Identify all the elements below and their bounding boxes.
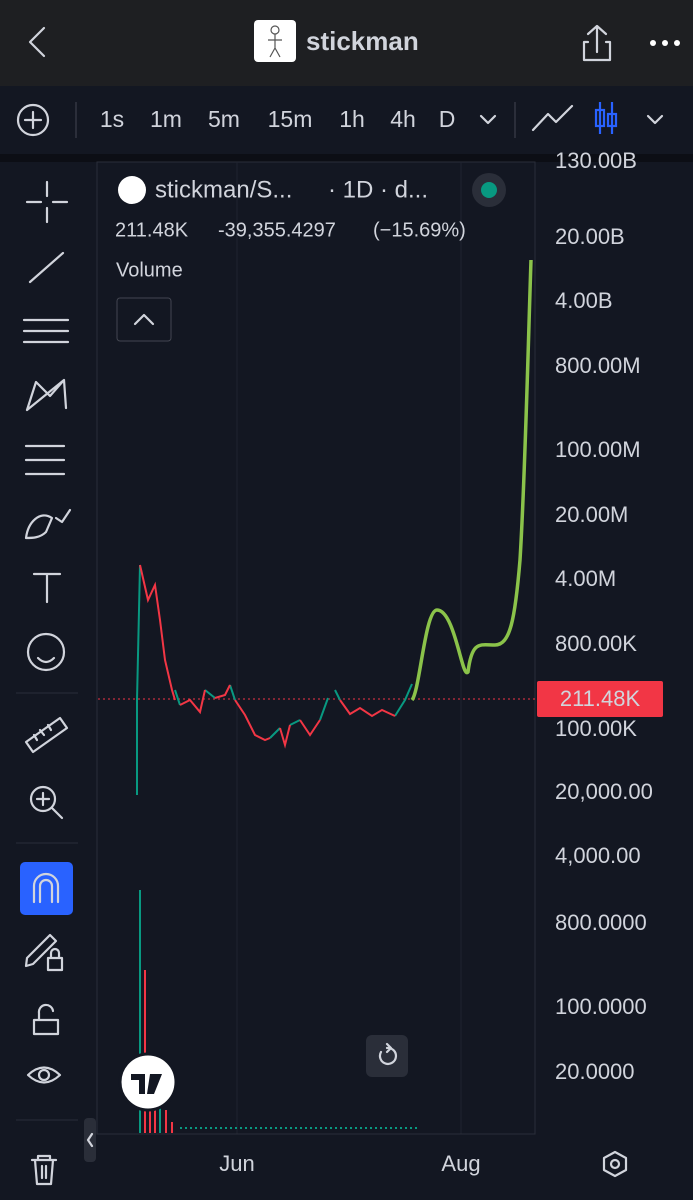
more-button[interactable] — [650, 40, 680, 46]
visibility-tool[interactable] — [26, 1066, 62, 1084]
reset-button[interactable] — [366, 1035, 408, 1077]
add-symbol-plus — [23, 110, 43, 130]
price-axis-label: 130.00B — [555, 148, 637, 173]
settings-button[interactable] — [602, 1150, 628, 1178]
collapse-icon — [133, 313, 155, 326]
current-price-badge — [537, 681, 663, 717]
indicator-label: Volume — [116, 259, 183, 281]
back-button[interactable] — [28, 26, 46, 58]
legend-price: 211.48K — [115, 219, 189, 241]
line-chart-icon[interactable] — [531, 104, 574, 132]
price-axis-label: 20,000.00 — [555, 779, 653, 804]
interval-button[interactable]: 1s — [100, 106, 124, 132]
emoji-tool[interactable] — [26, 632, 66, 672]
prediction-tool[interactable] — [24, 444, 66, 476]
interval-button[interactable]: 15m — [268, 106, 313, 132]
unlock-tool[interactable] — [32, 1003, 60, 1036]
avatar-stickman — [268, 25, 282, 58]
candle-chart-icon[interactable] — [594, 102, 618, 134]
fib-tool[interactable] — [22, 318, 70, 344]
price-axis-label: 20.0000 — [555, 1059, 635, 1084]
time-axis-label: Jun — [219, 1151, 254, 1176]
interval-button[interactable]: 1h — [339, 106, 365, 132]
price-axis-label: 100.00M — [555, 437, 641, 462]
trendline-tool[interactable] — [28, 251, 65, 284]
eye-pupil — [37, 1068, 51, 1082]
toolbar — [0, 86, 693, 154]
legend-interval: · 1D · d... — [328, 176, 428, 203]
zoom-icon — [35, 791, 64, 820]
header-title: stickman — [306, 26, 419, 56]
interval-button[interactable]: 5m — [208, 106, 240, 132]
price-axis-label: 20.00M — [555, 502, 628, 527]
legend-change: -39,355.4297 — [218, 219, 336, 241]
status-dot — [481, 182, 497, 198]
collapse-handle[interactable] — [84, 1118, 96, 1162]
collapse-indicators[interactable] — [116, 297, 172, 342]
price-axis-label: 20.00B — [555, 224, 625, 249]
lock-drawing-tool[interactable] — [24, 933, 64, 972]
price-axis-label: 800.00M — [555, 353, 641, 378]
tradingview-logo[interactable] — [118, 1052, 178, 1112]
header-bar — [0, 0, 693, 86]
separator — [0, 154, 693, 162]
magnet-tool[interactable] — [20, 862, 73, 915]
tradingview-mark — [131, 1074, 162, 1094]
time-axis-label: Aug — [441, 1151, 480, 1176]
candles — [136, 564, 413, 795]
emoji-smile — [36, 656, 56, 664]
price-axis-label: 4.00B — [555, 288, 613, 313]
price-axis-label: 800.00K — [555, 631, 637, 656]
interval-button[interactable]: 4h — [390, 106, 416, 132]
price-axis-label: 800.0000 — [555, 910, 647, 935]
crosshair-tool[interactable] — [25, 180, 69, 224]
interval-group: 1s 1m 5m 15m 1h 4h D — [100, 106, 455, 132]
price-axis-label: 100.0000 — [555, 994, 647, 1019]
price-axis: 130.00B 20.00B 4.00B 800.00M 100.00M 20.00M 4.… — [555, 148, 653, 1084]
chart-type-dropdown[interactable] — [646, 114, 664, 125]
interval-button[interactable]: D — [439, 106, 456, 132]
magnet-icon — [32, 872, 60, 904]
zoom-tool[interactable] — [29, 785, 57, 813]
ruler-tool[interactable] — [24, 716, 69, 754]
symbol-avatar — [118, 176, 146, 204]
collapse-arrow — [86, 1132, 94, 1148]
chart-pane — [96, 161, 536, 1135]
delete-tool[interactable] — [30, 1154, 58, 1186]
left-toolbar — [0, 162, 92, 1200]
price-axis-label: 100.00K — [555, 716, 637, 741]
current-price-label: 211.48K — [560, 686, 641, 711]
price-axis-label: 4.00M — [555, 566, 616, 591]
text-tool[interactable] — [32, 572, 62, 604]
add-symbol[interactable] — [16, 103, 50, 137]
pattern-tool[interactable] — [25, 378, 68, 412]
legend-symbol[interactable]: stickman/S... — [155, 176, 292, 203]
time-axis: Jun Aug — [219, 1151, 480, 1176]
settings-center — [609, 1158, 621, 1170]
drawn-projection — [410, 259, 533, 702]
brush-tool[interactable] — [24, 508, 72, 540]
legend-change-pct: (−15.69%) — [373, 219, 466, 241]
share-button[interactable] — [582, 24, 612, 62]
interval-dropdown[interactable] — [479, 114, 497, 125]
reset-icon — [378, 1042, 398, 1065]
price-axis-label: 4,000.00 — [555, 843, 641, 868]
interval-button[interactable]: 1m — [150, 106, 182, 132]
